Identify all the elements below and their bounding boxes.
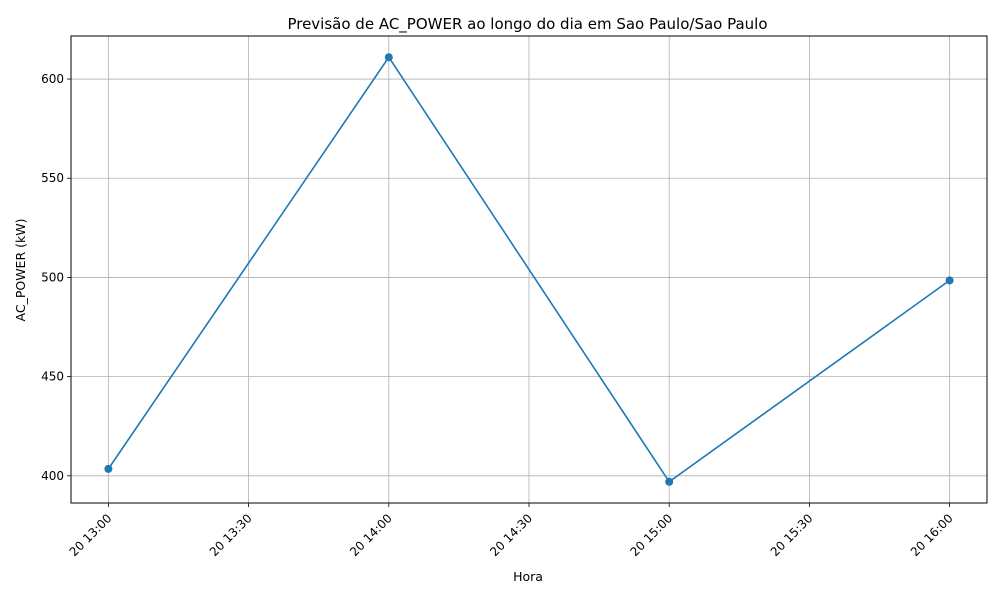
data-point <box>665 477 674 486</box>
data-point <box>945 276 954 285</box>
y-tick-label: 450 <box>41 370 64 384</box>
x-tick-label: 20 16:00 <box>908 511 956 559</box>
y-tick-label: 500 <box>41 270 64 284</box>
x-tick-label: 20 15:30 <box>768 511 816 559</box>
x-tick-label: 20 14:30 <box>487 511 535 559</box>
x-tick-label: 20 13:00 <box>67 511 115 559</box>
series-line <box>107 55 951 483</box>
x-tick-label: 20 13:30 <box>207 511 255 559</box>
x-tick-label: 20 14:00 <box>347 511 395 559</box>
data-point <box>384 53 393 62</box>
y-tick-label: 600 <box>41 72 64 86</box>
chart-title: Previsão de AC_POWER ao longo do dia em … <box>287 15 767 34</box>
x-axis-label: Hora <box>513 569 543 584</box>
series-layer <box>104 53 954 486</box>
y-tick-label: 550 <box>41 171 64 185</box>
data-point <box>104 464 113 473</box>
grid <box>71 36 987 503</box>
x-tick-label: 20 15:00 <box>627 511 675 559</box>
y-axis-label: AC_POWER (kW) <box>13 219 28 322</box>
ticks: 20 13:00 20 13:30 20 14:00 20 14:30 20 15:00… <box>41 72 956 559</box>
y-tick-label: 400 <box>41 469 64 483</box>
